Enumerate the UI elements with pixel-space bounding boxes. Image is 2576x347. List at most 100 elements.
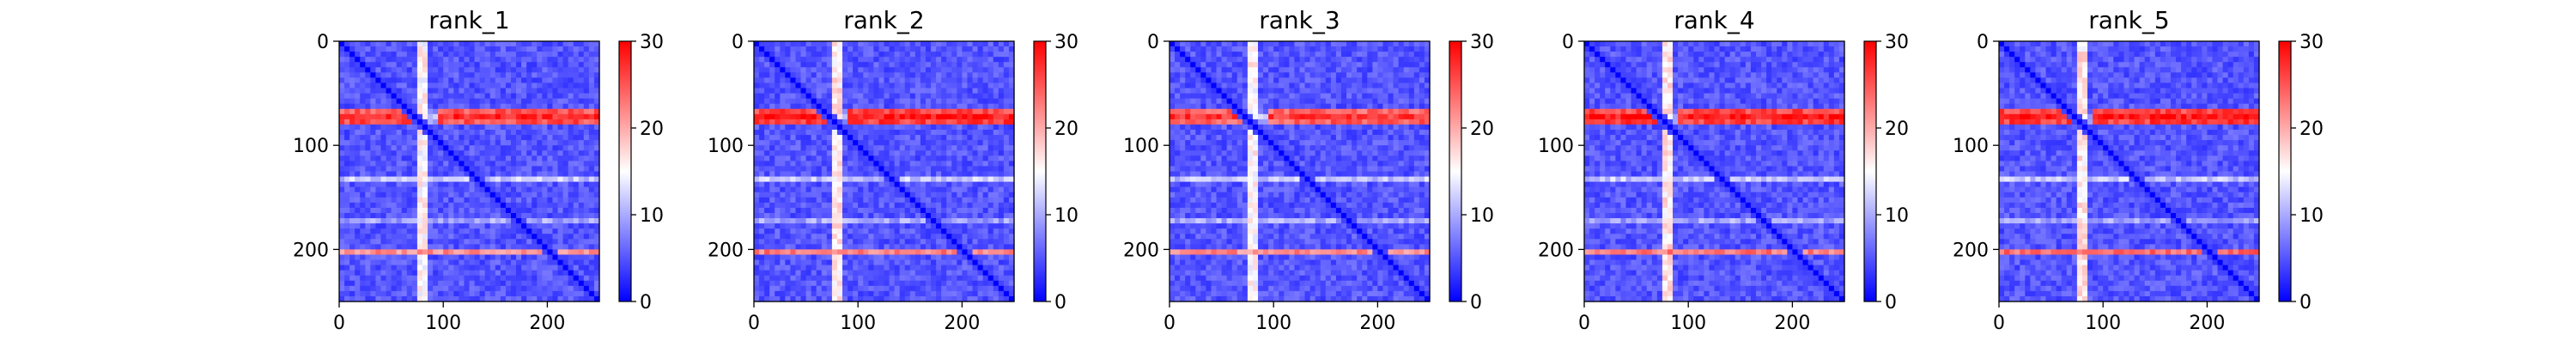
heatmap-cell — [1004, 161, 1010, 167]
heatmap-cell — [946, 114, 952, 120]
heatmap-cell — [832, 213, 838, 219]
heatmap-cell — [822, 239, 828, 245]
heatmap-cell — [448, 166, 454, 172]
heatmap-cell — [790, 228, 796, 234]
heatmap-cell — [360, 99, 366, 105]
heatmap-cell — [443, 109, 449, 115]
heatmap-cell — [386, 228, 392, 234]
heatmap-cell — [521, 271, 527, 277]
heatmap-cell — [806, 271, 812, 277]
heatmap-cell — [822, 119, 828, 125]
heatmap-cell — [344, 155, 350, 161]
heatmap-cell — [915, 161, 921, 167]
heatmap-cell — [542, 260, 548, 266]
heatmap-cell — [490, 135, 496, 141]
heatmap-cell — [344, 192, 350, 198]
heatmap-cell — [428, 286, 434, 292]
heatmap-cell — [470, 114, 476, 120]
heatmap-cell — [993, 150, 999, 156]
heatmap-cell — [754, 150, 760, 156]
heatmap-cell — [589, 223, 595, 229]
heatmap-cell — [355, 104, 361, 110]
heatmap-cell — [443, 114, 449, 120]
heatmap-cell — [827, 77, 833, 83]
heatmap-cell — [890, 172, 896, 178]
heatmap-cell — [754, 291, 760, 297]
heatmap-cell — [464, 135, 470, 141]
heatmap-cell — [993, 88, 999, 94]
heatmap-cell — [920, 88, 927, 94]
heatmap-cell — [780, 187, 786, 193]
heatmap-cell — [574, 239, 580, 245]
heatmap-cell — [501, 57, 507, 63]
heatmap-cell — [993, 166, 999, 172]
heatmap-cell — [552, 182, 558, 188]
heatmap-cell — [402, 281, 408, 287]
heatmap-cell — [967, 271, 973, 277]
heatmap-cell — [339, 62, 345, 68]
heatmap-cell — [785, 109, 791, 115]
heatmap-cell — [558, 145, 564, 151]
heatmap-cell — [448, 218, 454, 224]
heatmap-cell — [495, 72, 501, 78]
heatmap-cell — [532, 94, 538, 100]
heatmap-cell — [339, 46, 345, 52]
heatmap-cell — [532, 135, 538, 141]
heatmap-cell — [511, 130, 517, 136]
heatmap-cell — [817, 223, 823, 229]
heatmap-cell — [459, 145, 465, 151]
heatmap-cell — [900, 198, 906, 204]
heatmap-cell — [547, 265, 553, 271]
heatmap-cell — [386, 249, 392, 255]
heatmap-cell — [946, 62, 952, 68]
heatmap-cell — [941, 218, 947, 224]
heatmap-cell — [915, 67, 921, 73]
heatmap-cell — [754, 286, 760, 292]
heatmap-cell — [375, 130, 381, 136]
heatmap-cell — [890, 239, 896, 245]
heatmap-cell — [365, 119, 371, 125]
heatmap-cell — [999, 119, 1005, 125]
heatmap-cell — [574, 67, 580, 73]
heatmap-cell — [397, 77, 403, 83]
heatmap-cell — [905, 198, 911, 204]
heatmap-cell — [370, 291, 376, 297]
heatmap-cell — [895, 130, 901, 136]
heatmap-cell — [453, 276, 459, 282]
heatmap-cell — [946, 281, 952, 287]
heatmap-cell — [552, 172, 558, 178]
heatmap-cell — [915, 286, 921, 292]
heatmap-cell — [915, 218, 921, 224]
heatmap-cell — [895, 172, 901, 178]
heatmap-cell — [754, 192, 760, 198]
heatmap-cell — [785, 88, 791, 94]
heatmap-cell — [589, 172, 595, 178]
heatmap-cell — [915, 155, 921, 161]
heatmap-cell — [822, 140, 828, 146]
heatmap-cell — [806, 187, 812, 193]
heatmap-cell — [769, 140, 775, 146]
heatmap-cell — [754, 104, 760, 110]
heatmap-cell — [563, 239, 569, 245]
heatmap-cell — [884, 62, 890, 68]
heatmap-cell — [878, 130, 884, 136]
heatmap-cell — [501, 203, 507, 209]
heatmap-cell — [967, 239, 973, 245]
heatmap-cell — [790, 177, 796, 183]
heatmap-cell — [428, 119, 434, 125]
heatmap-cell — [759, 67, 765, 73]
heatmap-cell — [827, 150, 833, 156]
heatmap-cell — [417, 145, 423, 151]
heatmap-cell — [941, 46, 947, 52]
heatmap-cell — [900, 125, 906, 131]
heatmap-cell — [817, 208, 823, 214]
heatmap-cell — [397, 41, 403, 47]
heatmap-cell — [900, 104, 906, 110]
heatmap-cell — [568, 244, 574, 250]
heatmap-cell — [459, 52, 465, 58]
heatmap-cell — [422, 82, 428, 88]
heatmap-cell — [863, 130, 869, 136]
heatmap-cell — [422, 77, 428, 83]
heatmap-cell — [526, 260, 532, 266]
heatmap-cell — [754, 228, 760, 234]
